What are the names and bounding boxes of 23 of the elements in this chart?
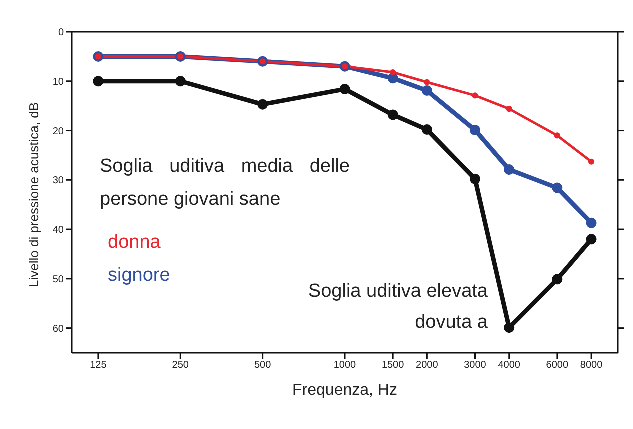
text: signore	[108, 264, 170, 288]
y-tick-label: 10	[52, 76, 64, 88]
x-tick-label: 125	[90, 360, 108, 372]
x-tick-label: 1500	[382, 360, 405, 372]
y-axis-title: Livello di pressione acustica, dB	[26, 102, 42, 288]
x-tick-label: 250	[172, 360, 190, 372]
y-tick-label: 50	[52, 274, 64, 286]
annotation: Soglia uditiva media delle persone giovani sane	[100, 155, 350, 212]
annotation: Soglia uditiva elevata dovuta a	[307, 280, 488, 335]
y-tick-label: 20	[52, 126, 64, 138]
x-tick-label: 4000	[498, 360, 521, 372]
x-tick-label: 3000	[464, 360, 487, 372]
x-tick-label: 6000	[546, 360, 569, 372]
x-axis-title: Frequenza, Hz	[292, 382, 398, 399]
x-tick-label: 1000	[334, 360, 357, 372]
y-tick-label: 30	[52, 176, 64, 187]
y-tick-label: 60	[52, 324, 64, 335]
x-tick-label: 500	[254, 360, 272, 372]
x-tick-label: 8000	[580, 360, 604, 372]
x-tick-label: 2000	[416, 360, 439, 372]
y-tick-label: 0	[58, 28, 64, 39]
y-tick-label: 40	[52, 225, 64, 236]
text: donna	[108, 231, 162, 255]
